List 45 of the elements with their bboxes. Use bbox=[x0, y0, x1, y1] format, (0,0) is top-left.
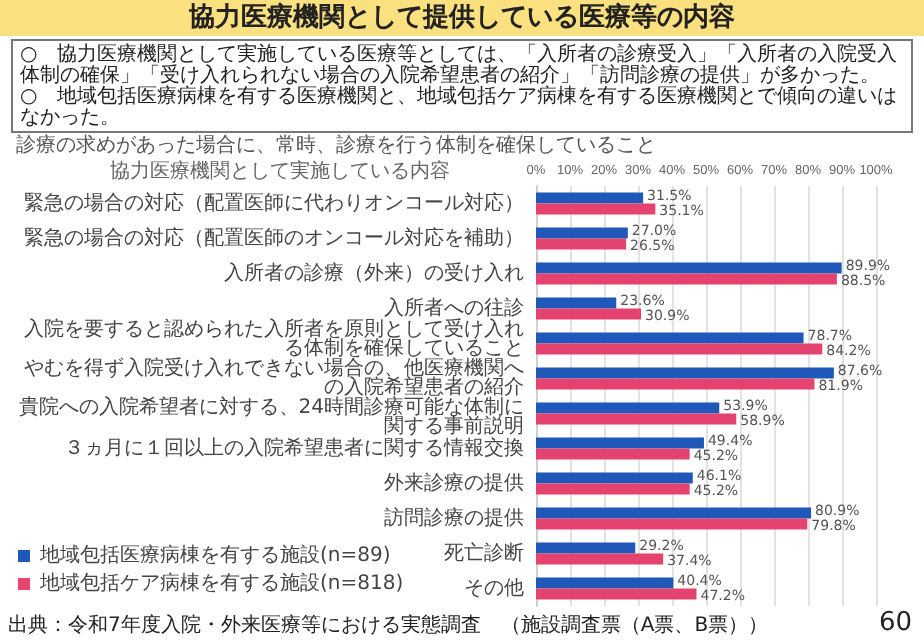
legend-label: 地域包括医療病棟を有する施設(n=89) bbox=[38, 543, 391, 567]
bar bbox=[536, 483, 690, 495]
y-tick-label: 緊急の場合の対応（配置医師に代わりオンコール対応） bbox=[24, 190, 524, 215]
bar bbox=[536, 297, 617, 309]
y-tick-label: 入所者の診療（外来）の受け入れ bbox=[224, 260, 524, 285]
bar bbox=[536, 507, 812, 519]
bar bbox=[536, 437, 704, 449]
text: 診療の求めがあった場合に、常時、診療を行う体制を確保していること bbox=[16, 133, 656, 157]
bar bbox=[536, 448, 690, 460]
y-tick-label: 入院を要すると認められた入所者を原則として受け入れる体制を確保していること bbox=[24, 316, 524, 360]
y-tick-label: ３ヵ月に１回以上の入院希望患者に関する情報交換 bbox=[64, 435, 524, 460]
bar bbox=[536, 273, 837, 285]
y-tick-label: やむを得ず入院受け入れできない場合の、他医療機関への入院希望患者の紹介 bbox=[24, 356, 524, 399]
y-tick-label: その他 bbox=[464, 575, 524, 600]
bar bbox=[536, 402, 720, 414]
text: ○ 地域包括医療病棟を有する医療機関と、地域包括ケア病棟を有する医療機関とで傾向の違いはなかった。 bbox=[20, 84, 898, 130]
source-note: 出典：令和7年度入院・外来医療等における実態調査 （施設調査票（A票、B票）） bbox=[8, 613, 769, 637]
bar bbox=[536, 588, 697, 600]
bar bbox=[536, 308, 642, 320]
y-tick-label: 死亡診断 bbox=[444, 540, 524, 565]
text: 60 bbox=[878, 608, 912, 638]
bar bbox=[536, 343, 823, 355]
bar bbox=[536, 332, 804, 344]
bar bbox=[536, 577, 674, 589]
bar bbox=[536, 518, 808, 530]
bar bbox=[536, 378, 815, 390]
legend-label: 地域包括ケア病棟を有する施設(n=818) bbox=[38, 571, 404, 595]
bar bbox=[536, 413, 737, 425]
bar bbox=[536, 262, 842, 274]
y-tick-label: 緊急の場合の対応（配置医師のオンコール対応を補助） bbox=[24, 225, 524, 250]
y-tick-label: 外来診療の提供 bbox=[384, 470, 524, 495]
y-tick-label: 訪問診療の提供 bbox=[384, 505, 524, 530]
bar bbox=[536, 472, 693, 484]
bar bbox=[536, 203, 656, 215]
bar bbox=[536, 192, 644, 204]
y-tick-label: 入所者への往診 bbox=[384, 295, 524, 320]
chart-title: 協力医療機関として提供している医療等の内容 bbox=[187, 1, 735, 33]
bar bbox=[536, 227, 628, 239]
text: 協力医療機関として実施している内容 bbox=[110, 159, 450, 183]
y-tick-label: 貴院への入院希望者に対する、24時間診療可能な体制に関する事前説明 bbox=[18, 395, 524, 439]
bar bbox=[536, 367, 834, 379]
bar bbox=[536, 238, 627, 250]
bar bbox=[536, 542, 636, 554]
text: ○ 協力医療機関として実施している医療等としては、「入所者の診療受入」「入所者の入院受入体制の確保」「受け入れられない場合の入院希望患者の紹介」「訪問診療の提供」が多かった。 bbox=[20, 41, 898, 87]
bar bbox=[536, 553, 664, 565]
